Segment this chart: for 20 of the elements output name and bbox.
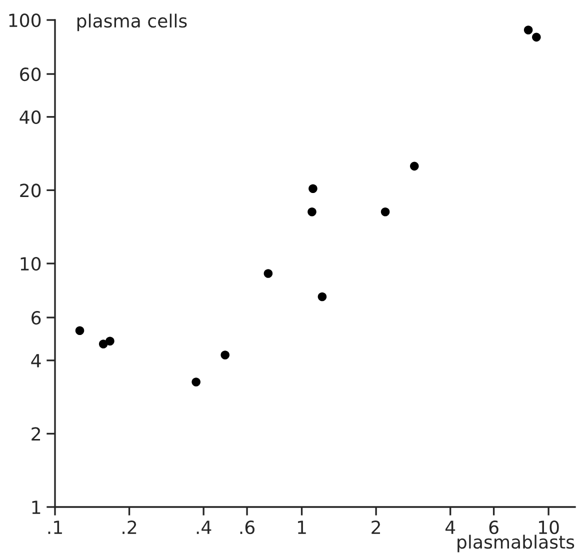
y-tick-label: 2	[32, 427, 40, 441]
y-tick-label: 4	[31, 354, 41, 368]
y-axis-title: plasma cells	[77, 14, 187, 32]
y-tick-label: 60	[20, 67, 41, 82]
y-tick-label: 20	[20, 184, 41, 198]
y-tick-label: 100	[9, 13, 41, 28]
x-tick-label: .6	[240, 520, 255, 534]
x-tick-label: .1	[48, 520, 62, 534]
x-tick-label: .2	[122, 520, 136, 534]
y-tick-label: 10	[20, 256, 41, 271]
x-tick-label: .4	[196, 520, 212, 534]
x-tick-label: 2	[372, 520, 380, 534]
x-tick-label: 10	[539, 520, 559, 534]
x-axis-title: plasmablasts	[458, 534, 574, 552]
y-tick-label: 1	[32, 500, 40, 514]
x-tick-label: 6	[489, 520, 498, 534]
x-tick-label: 4	[445, 520, 456, 534]
x-tick-label: 1	[298, 520, 306, 534]
y-tick-label: 40	[20, 110, 41, 124]
y-tick-label: 6	[32, 310, 41, 325]
